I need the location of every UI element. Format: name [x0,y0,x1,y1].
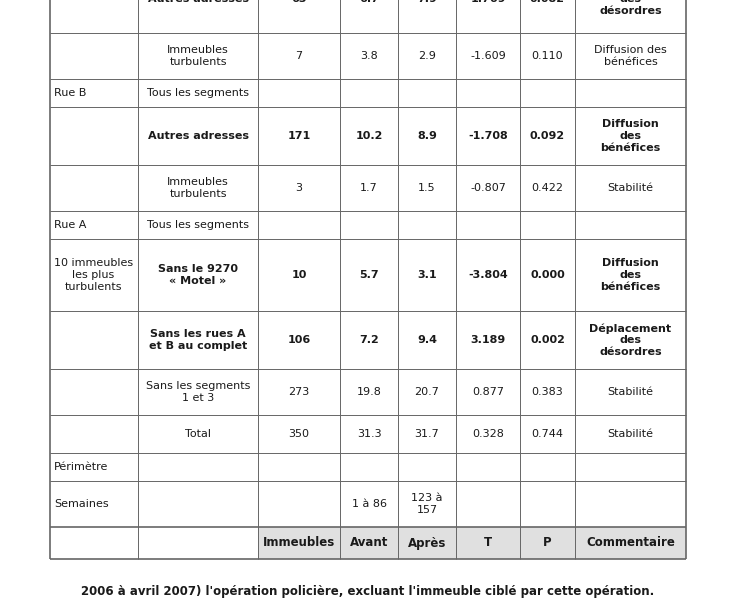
Text: 0.877: 0.877 [472,387,504,397]
Text: 0.422: 0.422 [531,183,564,193]
Text: Sans le 9270
« Motel »: Sans le 9270 « Motel » [158,264,238,286]
Text: Immeubles: Immeubles [263,537,335,549]
Text: 3.189: 3.189 [470,335,506,345]
Text: Commentaire: Commentaire [586,537,675,549]
Text: 10: 10 [291,270,307,280]
Text: Périmètre: Périmètre [54,462,108,472]
Text: 0.002: 0.002 [530,335,565,345]
Text: 0.082: 0.082 [530,0,565,4]
Text: 3: 3 [295,183,302,193]
Text: 2.9: 2.9 [418,51,436,61]
Text: Sans les segments
1 et 3: Sans les segments 1 et 3 [146,381,250,403]
Bar [456,527,520,559]
Text: 0.092: 0.092 [530,131,565,141]
Text: -1.609: -1.609 [470,51,506,61]
Bar [340,527,398,559]
Text: Immeubles
turbulents: Immeubles turbulents [167,45,229,67]
Text: -0.807: -0.807 [470,183,506,193]
Text: Total: Total [185,429,211,439]
Bar [258,527,340,559]
Text: Autres adresses: Autres adresses [147,0,249,4]
Text: 0.744: 0.744 [531,429,564,439]
Text: Diffusion
des
bénéfices: Diffusion des bénéfices [601,119,661,153]
Text: 171: 171 [287,131,311,141]
Text: 31.3: 31.3 [357,429,381,439]
Text: T: T [484,537,492,549]
Text: 7.9: 7.9 [417,0,437,4]
Text: 9.4: 9.4 [417,335,437,345]
Text: Stabilité: Stabilité [607,387,654,397]
Text: Avant: Avant [350,537,388,549]
Text: -3.804: -3.804 [468,270,508,280]
Text: 106: 106 [287,335,311,345]
Text: Déplacement
des
désordres: Déplacement des désordres [590,323,671,357]
Bar [520,527,575,559]
Text: Diffusion
des
bénéfices: Diffusion des bénéfices [601,259,661,292]
Text: 123 à
157: 123 à 157 [411,493,443,515]
Text: Autres adresses: Autres adresses [147,131,249,141]
Text: Après: Après [408,537,446,549]
Text: 0.110: 0.110 [531,51,563,61]
Bar [575,527,686,559]
Text: 8.9: 8.9 [417,131,437,141]
Text: Semaines: Semaines [54,499,109,509]
Text: Rue B: Rue B [54,88,86,98]
Text: Rue A: Rue A [54,220,86,230]
Text: 31.7: 31.7 [414,429,439,439]
Text: Tous les segments: Tous les segments [147,220,249,230]
Text: 273: 273 [289,387,310,397]
Text: 1.7: 1.7 [360,183,378,193]
Text: Immeubles
turbulents: Immeubles turbulents [167,177,229,199]
Text: 19.8: 19.8 [356,387,381,397]
Text: 0.328: 0.328 [472,429,504,439]
Text: 350: 350 [289,429,310,439]
Text: 6.7: 6.7 [359,0,379,4]
Text: P: P [543,537,552,549]
Text: 10 immeubles
les plus
turbulents: 10 immeubles les plus turbulents [54,259,133,292]
Text: Sans les rues A
et B au complet: Sans les rues A et B au complet [149,329,247,351]
Text: 0.383: 0.383 [531,387,563,397]
Text: 5.7: 5.7 [359,270,379,280]
Text: 3.8: 3.8 [360,51,378,61]
Text: 0.000: 0.000 [530,270,565,280]
Text: 1.5: 1.5 [418,183,436,193]
Text: 3.1: 3.1 [417,270,436,280]
Text: 1.769: 1.769 [470,0,506,4]
Text: 10.2: 10.2 [355,131,383,141]
Text: -1.708: -1.708 [468,131,508,141]
Text: 2006 à avril 2007) l'opération policière, excluant l'immeuble ciblé par cette op: 2006 à avril 2007) l'opération policière… [82,585,654,598]
Text: Tous les segments: Tous les segments [147,88,249,98]
Text: 63: 63 [291,0,307,4]
Text: 20.7: 20.7 [414,387,439,397]
Text: Déplacement
des
désordres: Déplacement des désordres [590,0,671,16]
Text: Stabilité: Stabilité [607,429,654,439]
Text: 1 à 86: 1 à 86 [352,499,386,509]
Bar [398,527,456,559]
Text: 7: 7 [295,51,302,61]
Text: Stabilité: Stabilité [607,183,654,193]
Text: 7.2: 7.2 [359,335,379,345]
Text: Diffusion des
bénéfices: Diffusion des bénéfices [594,45,667,67]
